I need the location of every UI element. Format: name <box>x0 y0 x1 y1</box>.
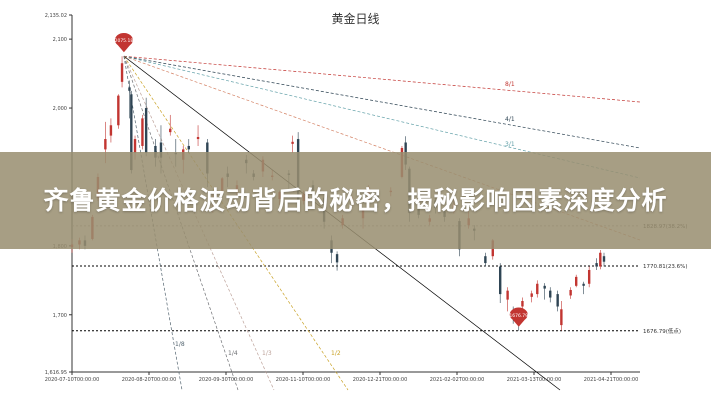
gann-fan-label: 3/1 <box>505 141 515 148</box>
candle-body <box>543 285 546 289</box>
x-tick-label: 2020-09-30T00:00:00 <box>199 377 254 383</box>
candle-body <box>498 266 502 295</box>
candle-body <box>560 309 563 326</box>
candle-body <box>169 128 172 133</box>
candle-body <box>133 139 137 153</box>
headline-banner: 齐鲁黄金价格波动背后的秘密，揭秘影响因素深度分析 <box>0 152 711 249</box>
candle-body <box>484 256 487 264</box>
x-tick-label: 2021-02-02T00:00:00 <box>430 377 485 383</box>
candle-body <box>187 145 190 150</box>
x-tick-label: 2020-12-21T00:00:00 <box>353 377 408 383</box>
gann-fan-label: 1/4 <box>228 350 238 357</box>
candle-body <box>587 269 591 284</box>
price-marker-label: 2075.18 <box>115 38 134 44</box>
candle-body <box>117 95 120 126</box>
gann-fan-line <box>123 55 641 103</box>
headline-text: 齐鲁黄金价格波动背后的秘密，揭秘影响因素深度分析 <box>43 186 668 215</box>
candle-body <box>144 108 148 153</box>
candle-body <box>130 94 133 171</box>
candle-body <box>574 276 578 286</box>
x-tick-label: 2020-11-10T00:00:00 <box>276 377 331 383</box>
y-tick-label: 2,100 <box>53 37 67 43</box>
gann-fan-label: 1/2 <box>331 350 341 357</box>
candle-body <box>536 283 539 295</box>
candle-body <box>196 136 200 140</box>
candle-body <box>109 125 113 136</box>
candle-body <box>291 141 294 144</box>
candle-body <box>530 293 533 297</box>
gann-fan-label: 1/8 <box>175 341 185 348</box>
candle-body <box>549 290 552 298</box>
chart-title: 黄金日线 <box>331 12 380 26</box>
candle-body <box>595 263 598 267</box>
x-tick-label: 2020-07-10T00:00:00 <box>45 377 100 383</box>
candle-body <box>159 142 163 158</box>
candle-body <box>128 87 131 91</box>
price-marker-pin <box>509 307 528 327</box>
candle-body <box>104 139 107 150</box>
x-tick-label: 2021-04-21T00:00:00 <box>584 377 639 383</box>
fib-level-label: 1676.79(低点) <box>643 327 681 335</box>
y-tick-label: 1,616.95 <box>45 370 67 376</box>
gann-fan-label: 4/1 <box>505 116 515 123</box>
candle-body <box>506 290 509 300</box>
candle-body <box>569 289 572 296</box>
gann-fan-line <box>123 55 641 149</box>
y-tick-label: 2,135.02 <box>45 13 67 19</box>
candle-body <box>599 252 602 267</box>
candle-body <box>582 283 585 286</box>
price-marker-label: 1676.79 <box>509 313 528 319</box>
price-marker-pin <box>114 33 133 53</box>
gann-fan-line <box>123 56 183 391</box>
candle-body <box>556 294 559 307</box>
candle-body <box>521 300 524 307</box>
candle-body <box>141 118 144 146</box>
candle-body <box>120 63 124 82</box>
fib-level-label: 1770.81(23.6%) <box>643 264 688 270</box>
x-tick-label: 2020-08-20T00:00:00 <box>122 377 177 383</box>
y-tick-label: 1,700 <box>53 313 67 319</box>
candle-body <box>335 254 339 263</box>
gann-fan-label: 8/1 <box>505 81 515 88</box>
y-tick-label: 2,000 <box>53 106 67 112</box>
gann-fan-label: 1/3 <box>262 350 272 357</box>
x-tick-label: 2021-03-13T00:00:00 <box>507 377 562 383</box>
candle-body <box>602 256 606 262</box>
candle-body <box>154 145 157 158</box>
